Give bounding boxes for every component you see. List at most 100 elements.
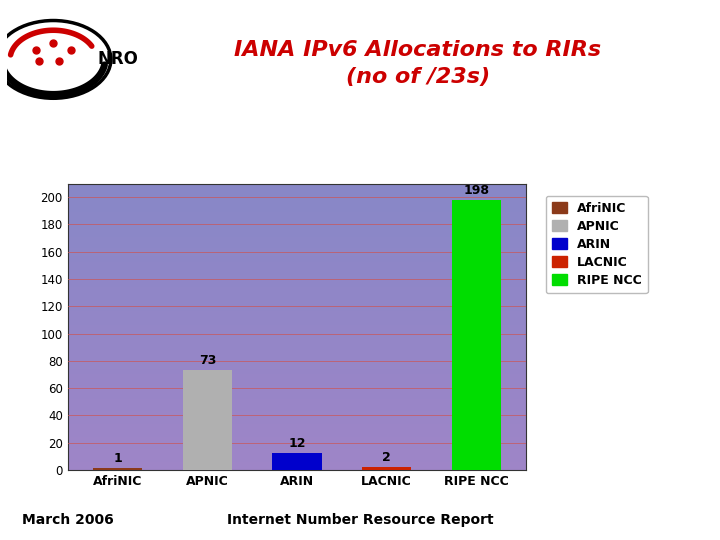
Bar [68, 388, 526, 390]
Bar [68, 424, 526, 426]
Bar [68, 456, 526, 458]
Bar [68, 302, 526, 304]
Bar [68, 237, 526, 239]
Bar [68, 319, 526, 321]
Bar [68, 308, 526, 309]
Bar [68, 346, 526, 348]
Bar [68, 325, 526, 327]
Bar [68, 353, 526, 355]
Text: 2: 2 [382, 451, 391, 464]
Bar [68, 443, 526, 445]
Bar [68, 321, 526, 323]
Bar [68, 267, 526, 269]
Bar [68, 344, 526, 346]
Bar [68, 254, 526, 256]
Bar [68, 281, 526, 283]
Bar [68, 212, 526, 214]
Bar [68, 397, 526, 399]
Bar [68, 460, 526, 462]
Bar [68, 208, 526, 210]
Bar [93, 468, 143, 470]
Bar [68, 218, 526, 220]
Bar [68, 349, 526, 352]
Bar [68, 230, 526, 231]
Bar [68, 374, 526, 376]
Bar [68, 384, 526, 386]
Bar [68, 277, 526, 279]
Bar [68, 206, 526, 208]
Bar [68, 294, 526, 296]
Bar [68, 367, 526, 369]
Bar [68, 275, 526, 277]
Text: March 2006: March 2006 [22, 513, 113, 526]
Bar [68, 313, 526, 315]
Bar [68, 416, 526, 419]
Bar [68, 241, 526, 243]
Bar [68, 233, 526, 235]
Bar [68, 309, 526, 312]
Bar [68, 409, 526, 410]
Bar [68, 407, 526, 409]
Bar [68, 355, 526, 357]
Bar [68, 386, 526, 388]
Bar [68, 378, 526, 380]
Text: 73: 73 [199, 354, 216, 367]
Bar [68, 338, 526, 340]
Bar [68, 382, 526, 384]
Bar [68, 428, 526, 430]
Bar [68, 369, 526, 370]
Bar [68, 418, 526, 420]
Bar [68, 415, 526, 416]
Bar [68, 458, 526, 460]
Bar [68, 394, 526, 395]
Bar [272, 454, 322, 470]
Bar [68, 334, 526, 336]
Bar [68, 269, 526, 272]
Bar [68, 403, 526, 405]
Bar [68, 283, 526, 285]
Bar [362, 467, 411, 470]
Bar [183, 370, 232, 470]
Bar [68, 216, 526, 218]
Bar [68, 235, 526, 237]
Bar [68, 262, 526, 264]
Bar [68, 272, 526, 273]
Bar [68, 239, 526, 241]
Bar [68, 285, 526, 287]
Bar [68, 191, 526, 193]
Bar [68, 291, 526, 292]
Bar [68, 202, 526, 205]
Bar [68, 197, 526, 199]
Bar [68, 187, 526, 190]
Bar [68, 451, 526, 453]
Bar [68, 376, 526, 378]
Bar [68, 357, 526, 359]
Bar [68, 370, 526, 373]
Text: (no of /23s): (no of /23s) [346, 68, 490, 87]
Bar [68, 431, 526, 434]
Bar [68, 336, 526, 338]
Text: Internet Number Resource Report: Internet Number Resource Report [227, 513, 493, 526]
Bar [68, 287, 526, 288]
Bar [68, 190, 526, 191]
Bar [68, 449, 526, 451]
Bar [68, 184, 526, 186]
Bar [68, 266, 526, 267]
Bar [68, 455, 526, 456]
Bar [68, 392, 526, 394]
Bar [68, 395, 526, 397]
Bar [68, 405, 526, 407]
Bar [68, 462, 526, 464]
Bar [68, 251, 526, 252]
Bar [68, 342, 526, 344]
Bar [68, 352, 526, 353]
Bar [68, 214, 526, 216]
Bar [68, 220, 526, 222]
Bar [68, 296, 526, 298]
Bar [68, 430, 526, 431]
Bar [68, 327, 526, 329]
Text: 1: 1 [113, 452, 122, 465]
Bar [68, 288, 526, 291]
Bar [68, 410, 526, 413]
Bar [68, 205, 526, 206]
